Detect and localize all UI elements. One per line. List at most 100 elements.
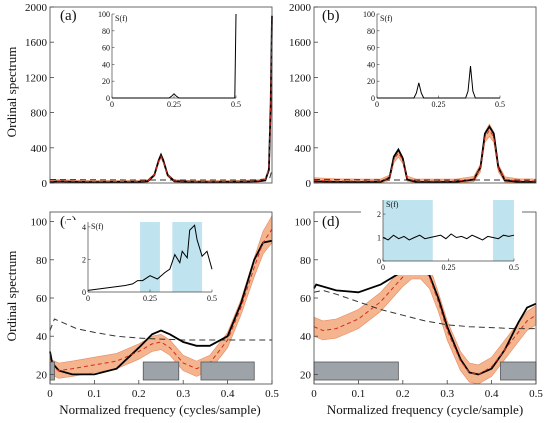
y-tick-label: 60 [300, 293, 312, 305]
inset-y-tick-label: 80 [367, 27, 375, 36]
inset-y-tick-label: 0 [371, 94, 375, 103]
series-mean [49, 228, 273, 372]
y-tick-label: 100 [295, 217, 312, 229]
frequency-band-bar-1 [142, 361, 180, 381]
series-truth [313, 289, 536, 330]
inset-y-tick-label: 40 [102, 60, 110, 69]
y-tick-label: 400 [295, 143, 312, 155]
inset-y-tick-label: 1 [377, 234, 381, 243]
y-tick-label: 60 [36, 293, 48, 305]
inset-y-tick-label: 0 [377, 257, 381, 266]
x-tick-label: 0 [311, 388, 317, 400]
inset-y-tick-label: 20 [102, 77, 110, 86]
y-tick-label: 0 [306, 178, 312, 190]
x-tick-label: 0.5 [265, 388, 279, 400]
inset-series [382, 233, 515, 241]
series-estimate [49, 15, 273, 184]
x-tick-label: 0.1 [352, 388, 366, 400]
inset-y-tick-label: 80 [102, 27, 110, 36]
panel-b: 0 400 800 1200 1600 2000 (b) 0 20 40 60 80 100 0 0.25 0… [289, 2, 537, 190]
x-axis-label-right: Normalized frequency (cycle/sample) [327, 402, 523, 417]
inset-x-tick-label: 0.25 [442, 263, 456, 272]
inset-y-tick-label: 60 [367, 44, 375, 53]
y-tick-label: 800 [295, 108, 312, 120]
y-tick-label: 20 [36, 369, 48, 381]
x-tick-label: 0 [47, 388, 53, 400]
y-tick-label: 0 [42, 178, 48, 190]
inset-x-tick-label: 0 [110, 100, 114, 109]
inset-y-tick-label: 100 [98, 10, 110, 19]
x-tick-label: 0.2 [396, 388, 410, 400]
frequency-band-bar-0 [313, 361, 399, 381]
y-tick-label: 400 [31, 143, 48, 155]
x-tick-label: 0.3 [176, 388, 190, 400]
y-tick-label: 800 [31, 108, 48, 120]
y-axis-label-bottom: Ordinal spectrum [4, 251, 19, 342]
inset-x-tick-label: 0.5 [495, 100, 505, 109]
frequency-band-bar-1 [500, 361, 537, 381]
series-estimate [313, 266, 537, 376]
y-tick-label: 20 [300, 369, 312, 381]
inset-y-tick-label: 0 [82, 288, 86, 297]
inset-x-tick-label: 0 [375, 100, 379, 109]
inset-a: 0 20 40 60 80 100 0 0.25 0.5 S(f) [90, 10, 244, 112]
inset-y-tick-label: 0 [106, 94, 110, 103]
inset-x-tick-label: 0.25 [143, 294, 157, 303]
inset-x-tick-label: 0 [86, 294, 90, 303]
inset-y-label: S(f) [115, 14, 128, 23]
y-tick-label: 2000 [289, 2, 312, 14]
series-truth [313, 179, 536, 181]
inset-y-tick-label: 2 [377, 210, 381, 219]
y-tick-label: 80 [36, 255, 48, 267]
inset-x-tick-label: 0.25 [432, 100, 446, 109]
inset-y-tick-label: 20 [367, 77, 375, 86]
inset-x-tick-label: 0.25 [167, 100, 181, 109]
plot-frame [49, 6, 273, 184]
panel-label: (a) [60, 8, 77, 24]
y-tick-label: 1200 [25, 72, 48, 84]
inset-x-tick-label: 0.5 [207, 294, 217, 303]
series-mean [313, 129, 537, 182]
inset-y-tick-label: 2 [82, 255, 86, 264]
series-truth [49, 169, 273, 181]
inset-series [112, 13, 237, 99]
series-mean [313, 264, 537, 375]
x-tick-label: 0.1 [88, 388, 102, 400]
inset-c: 0 2 4 0 0.25 0.5 S(f) [66, 220, 220, 306]
inset-series [377, 66, 500, 99]
series-estimate [49, 239, 273, 376]
panel-label: (b) [322, 8, 340, 24]
inset-background [355, 12, 508, 112]
inset-b: 0 20 40 60 80 100 0 0.25 0.5 S(f) [355, 10, 508, 112]
inset-series [87, 224, 213, 291]
inset-shaded-region-0 [383, 200, 433, 261]
y-tick-label: 80 [300, 255, 312, 267]
x-axis-label-left: Normalized frequency (cycles/sample) [59, 402, 260, 417]
plot-frame [313, 6, 537, 184]
inset-y-label: S(f) [386, 200, 399, 209]
y-tick-label: 1600 [289, 37, 312, 49]
inset-d: 0 1 2 0 0.25 0.5 S(f) [361, 198, 522, 275]
x-tick-label: 0.2 [132, 388, 146, 400]
x-tick-label: 0.4 [485, 388, 499, 400]
inset-x-tick-label: 0 [381, 263, 385, 272]
inset-y-tick-label: 100 [363, 10, 375, 19]
y-tick-label: 100 [31, 217, 48, 229]
inset-shaded-region-0 [140, 222, 160, 292]
inset-y-label: S(f) [91, 222, 104, 231]
x-tick-label: 0.4 [221, 388, 235, 400]
series-truth [49, 318, 272, 341]
panel-label: (d) [322, 214, 340, 230]
inset-background [90, 12, 244, 112]
panel-c: 2040608010000.10.20.30.40.5(c)02400.250.… [31, 211, 279, 400]
x-tick-label: 0.5 [529, 388, 543, 400]
y-axis-label-top: Ordinal spectrum [4, 47, 19, 138]
inset-y-tick-label: 40 [367, 60, 375, 69]
y-tick-label: 1200 [289, 72, 312, 84]
frequency-band-bar-2 [200, 361, 255, 381]
frequency-band-bar-0 [49, 361, 55, 381]
y-tick-label: 40 [300, 331, 312, 343]
y-tick-label: 1600 [25, 37, 48, 49]
